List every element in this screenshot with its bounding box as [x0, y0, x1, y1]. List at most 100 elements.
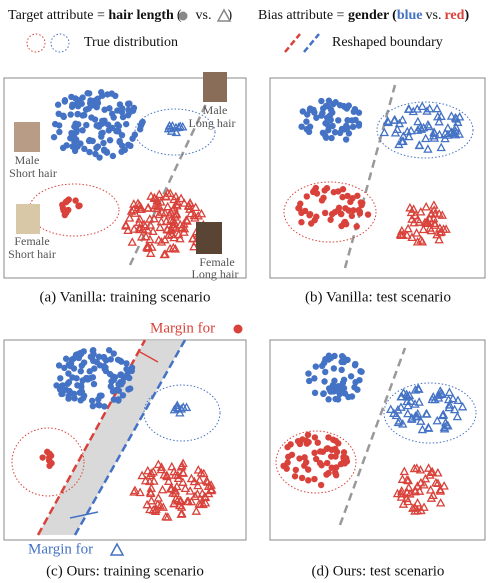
- sample-triangle: [189, 241, 199, 251]
- legend-triangle-icon: [216, 8, 232, 22]
- sample-point: [323, 445, 330, 453]
- ellipse-d-red: [275, 430, 357, 494]
- sample-triangle: [432, 415, 442, 425]
- sample-triangle: [436, 111, 446, 121]
- sample-point: [292, 466, 300, 474]
- sample-point: [74, 382, 81, 389]
- sample-triangle: [412, 463, 422, 472]
- sample-triangle: [142, 499, 152, 509]
- sample-triangle: [435, 486, 446, 495]
- sample-triangle: [418, 224, 429, 234]
- sample-point: [357, 367, 364, 375]
- sample-point: [93, 144, 100, 152]
- sample-triangle: [146, 248, 156, 257]
- sample-point: [353, 223, 360, 230]
- face-label: Male: [203, 103, 228, 117]
- panel-a: [3, 77, 247, 279]
- sample-point: [110, 350, 117, 357]
- sample-triangle: [156, 464, 166, 474]
- legend-blue-ellipse: [50, 33, 70, 53]
- margin-label-blue: Margin for: [28, 541, 93, 557]
- sample-triangle: [452, 411, 463, 421]
- sample-triangle: [197, 488, 208, 498]
- sample-point: [101, 403, 108, 410]
- sample-triangle: [154, 189, 164, 199]
- sample-triangle: [402, 493, 412, 503]
- margin-label-red: Margin for: [150, 320, 215, 336]
- sample-point: [95, 121, 102, 129]
- margin-triangle-icon: [109, 542, 125, 556]
- sample-triangle: [404, 131, 414, 141]
- sample-triangle: [412, 125, 423, 134]
- sample-point: [350, 108, 358, 115]
- sample-triangle: [438, 409, 449, 419]
- sample-triangle: [423, 218, 433, 227]
- sample-triangle: [397, 114, 408, 124]
- sample-triangle: [422, 106, 432, 115]
- sample-triangle: [441, 224, 451, 233]
- sample-point: [331, 352, 338, 360]
- sample-point: [340, 449, 348, 456]
- sample-triangle: [171, 209, 181, 219]
- sample-point: [55, 362, 63, 369]
- face-female-long: [196, 222, 222, 254]
- sample-triangle: [162, 471, 172, 481]
- sample-triangle: [432, 229, 442, 239]
- sample-point: [298, 474, 306, 482]
- sample-point: [350, 207, 357, 214]
- sample-triangle: [172, 400, 182, 410]
- sample-point: [320, 390, 327, 398]
- face-label: Female: [14, 234, 49, 248]
- sample-point: [94, 401, 102, 408]
- sample-point: [67, 360, 75, 367]
- sample-triangle: [383, 116, 393, 126]
- sample-point: [328, 385, 336, 393]
- sample-point: [60, 113, 67, 121]
- legend-blue-boundary: [303, 33, 320, 53]
- sample-triangle: [450, 126, 461, 135]
- sample-triangle: [159, 469, 169, 479]
- legend-red-boundary: [284, 33, 301, 53]
- sample-point: [320, 105, 327, 112]
- sample-point: [347, 373, 355, 380]
- sample-point: [118, 358, 125, 365]
- sample-triangle: [121, 221, 131, 230]
- sample-triangle: [161, 191, 171, 200]
- sample-point: [109, 152, 117, 160]
- sample-point: [125, 386, 132, 393]
- sample-triangle: [165, 243, 175, 253]
- sample-triangle: [444, 402, 454, 412]
- sample-point: [338, 222, 345, 230]
- sample-point: [325, 126, 332, 134]
- sample-triangle: [423, 144, 433, 153]
- face-label: Long hair: [192, 267, 239, 281]
- sample-point: [312, 184, 320, 192]
- sample-triangle: [135, 204, 145, 214]
- sample-point: [86, 148, 93, 156]
- sample-triangle: [419, 479, 429, 489]
- sample-triangle: [163, 512, 173, 521]
- sample-triangle: [127, 237, 137, 246]
- sample-point: [98, 130, 105, 137]
- sample-triangle: [406, 125, 416, 135]
- sample-point: [298, 219, 305, 226]
- sample-point: [305, 128, 313, 136]
- sample-point: [86, 99, 94, 107]
- sample-triangle: [405, 488, 415, 498]
- sample-triangle: [145, 214, 155, 223]
- sample-triangle: [430, 220, 440, 229]
- sample-point: [80, 111, 88, 119]
- sample-triangle: [171, 191, 181, 201]
- sample-triangle: [434, 234, 444, 244]
- sample-point: [342, 454, 349, 462]
- face-label: Long hair: [189, 116, 236, 130]
- sample-triangle: [402, 230, 412, 239]
- sample-point: [311, 475, 318, 483]
- sample-point: [325, 396, 332, 403]
- sample-point: [86, 368, 93, 375]
- sample-triangle: [429, 133, 440, 142]
- sample-point: [364, 211, 372, 218]
- sample-triangle: [182, 216, 192, 225]
- sample-triangle: [398, 419, 408, 428]
- sample-triangle: [170, 488, 181, 498]
